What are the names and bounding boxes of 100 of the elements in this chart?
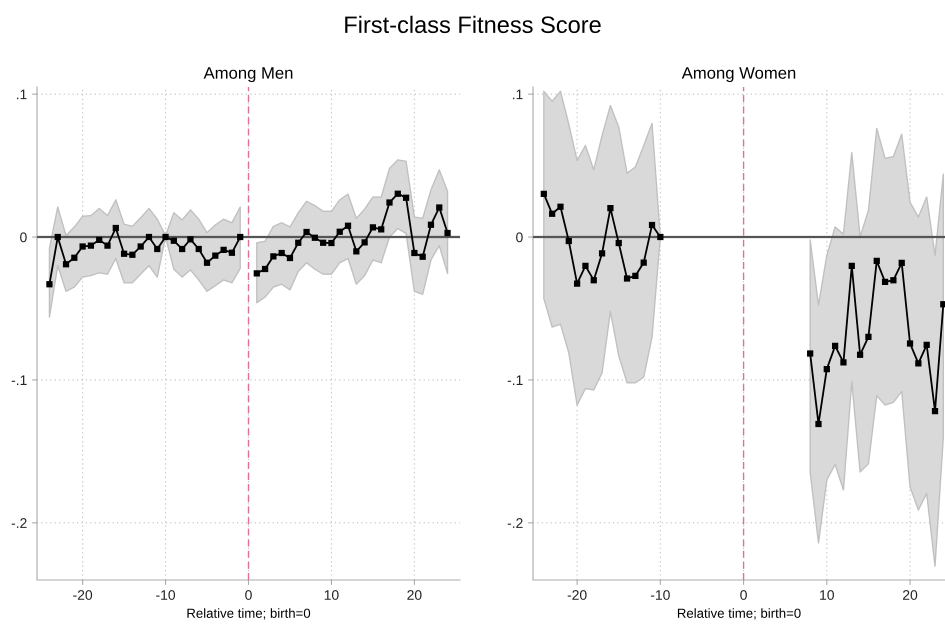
- point: [640, 259, 647, 266]
- y-tick-label: .1: [16, 90, 27, 100]
- x-axis-title: Relative time; birth=0: [187, 608, 310, 620]
- point: [648, 222, 656, 228]
- x-tick-label: -10: [650, 590, 670, 600]
- point: [624, 275, 630, 282]
- point: [120, 250, 128, 257]
- point: [353, 248, 360, 254]
- point: [915, 360, 922, 366]
- point: [138, 243, 144, 250]
- chart-subtitle: Among Women: [682, 67, 796, 82]
- point: [96, 236, 102, 244]
- point: [616, 240, 622, 246]
- point: [598, 250, 606, 256]
- point: [154, 246, 160, 252]
- point: [657, 234, 664, 240]
- x-tick-label: 20: [903, 590, 918, 600]
- point: [632, 272, 638, 280]
- point: [254, 270, 260, 276]
- point: [129, 252, 136, 258]
- point: [874, 258, 880, 264]
- point: [882, 278, 888, 286]
- x-tick-label: -10: [156, 590, 176, 600]
- point: [303, 228, 310, 236]
- point: [270, 253, 277, 260]
- point: [228, 250, 236, 256]
- y-tick-label: -.2: [12, 518, 27, 528]
- point: [88, 242, 94, 249]
- point: [112, 224, 119, 232]
- point: [815, 420, 822, 428]
- chart-title: First-class Fitness Score: [345, 16, 601, 34]
- x-tick-label: 10: [820, 590, 834, 600]
- point: [566, 238, 572, 244]
- y-tick-label: 0: [20, 232, 27, 242]
- point: [444, 230, 451, 236]
- point: [549, 210, 556, 217]
- point: [394, 190, 401, 197]
- point: [582, 262, 589, 270]
- point: [932, 408, 938, 414]
- point: [262, 266, 268, 272]
- point: [924, 342, 930, 348]
- point: [286, 254, 294, 262]
- point: [278, 250, 285, 256]
- point: [402, 194, 410, 201]
- point: [237, 234, 244, 240]
- point: [196, 246, 202, 252]
- point: [420, 254, 426, 260]
- point: [320, 240, 326, 246]
- point: [179, 246, 186, 252]
- y-tick-label: .1: [512, 90, 523, 100]
- point: [79, 243, 86, 250]
- point: [574, 280, 580, 287]
- point: [807, 350, 814, 357]
- point: [336, 228, 343, 235]
- point: [840, 359, 847, 366]
- x-tick-label: 0: [245, 590, 252, 600]
- point: [54, 234, 61, 240]
- x-tick-label: 20: [407, 590, 422, 600]
- point: [590, 277, 597, 284]
- point: [607, 205, 614, 212]
- point: [824, 366, 830, 372]
- point: [428, 222, 434, 228]
- point: [856, 352, 864, 358]
- point: [906, 340, 914, 347]
- point: [212, 252, 218, 259]
- y-tick-label: -.1: [12, 375, 27, 385]
- point: [370, 224, 376, 230]
- point: [62, 261, 70, 268]
- x-tick-label: 10: [324, 590, 339, 600]
- point: [328, 240, 335, 246]
- point: [890, 277, 897, 284]
- point: [436, 204, 442, 211]
- point: [71, 254, 78, 261]
- point: [46, 281, 53, 288]
- x-axis-title: Relative time; birth=0: [678, 608, 801, 620]
- point: [865, 334, 872, 340]
- point: [540, 190, 547, 198]
- y-tick-label: -.1: [508, 375, 523, 385]
- x-tick-label: -20: [568, 590, 587, 600]
- point: [557, 204, 564, 210]
- point: [295, 240, 302, 246]
- point: [104, 242, 111, 249]
- y-tick-label: 0: [516, 232, 523, 242]
- point: [312, 234, 318, 241]
- point: [170, 238, 177, 244]
- point: [386, 199, 393, 206]
- point: [361, 239, 368, 246]
- point: [220, 246, 227, 254]
- point: [344, 222, 352, 229]
- point: [162, 234, 169, 240]
- point: [940, 301, 945, 308]
- point: [378, 226, 384, 232]
- point: [187, 236, 194, 242]
- chart-subtitle: Among Men: [204, 67, 292, 82]
- x-tick-label: 0: [740, 590, 747, 600]
- point: [204, 260, 210, 266]
- x-tick-label: -20: [73, 590, 92, 600]
- point: [411, 250, 418, 256]
- point: [146, 234, 152, 240]
- point: [848, 262, 855, 270]
